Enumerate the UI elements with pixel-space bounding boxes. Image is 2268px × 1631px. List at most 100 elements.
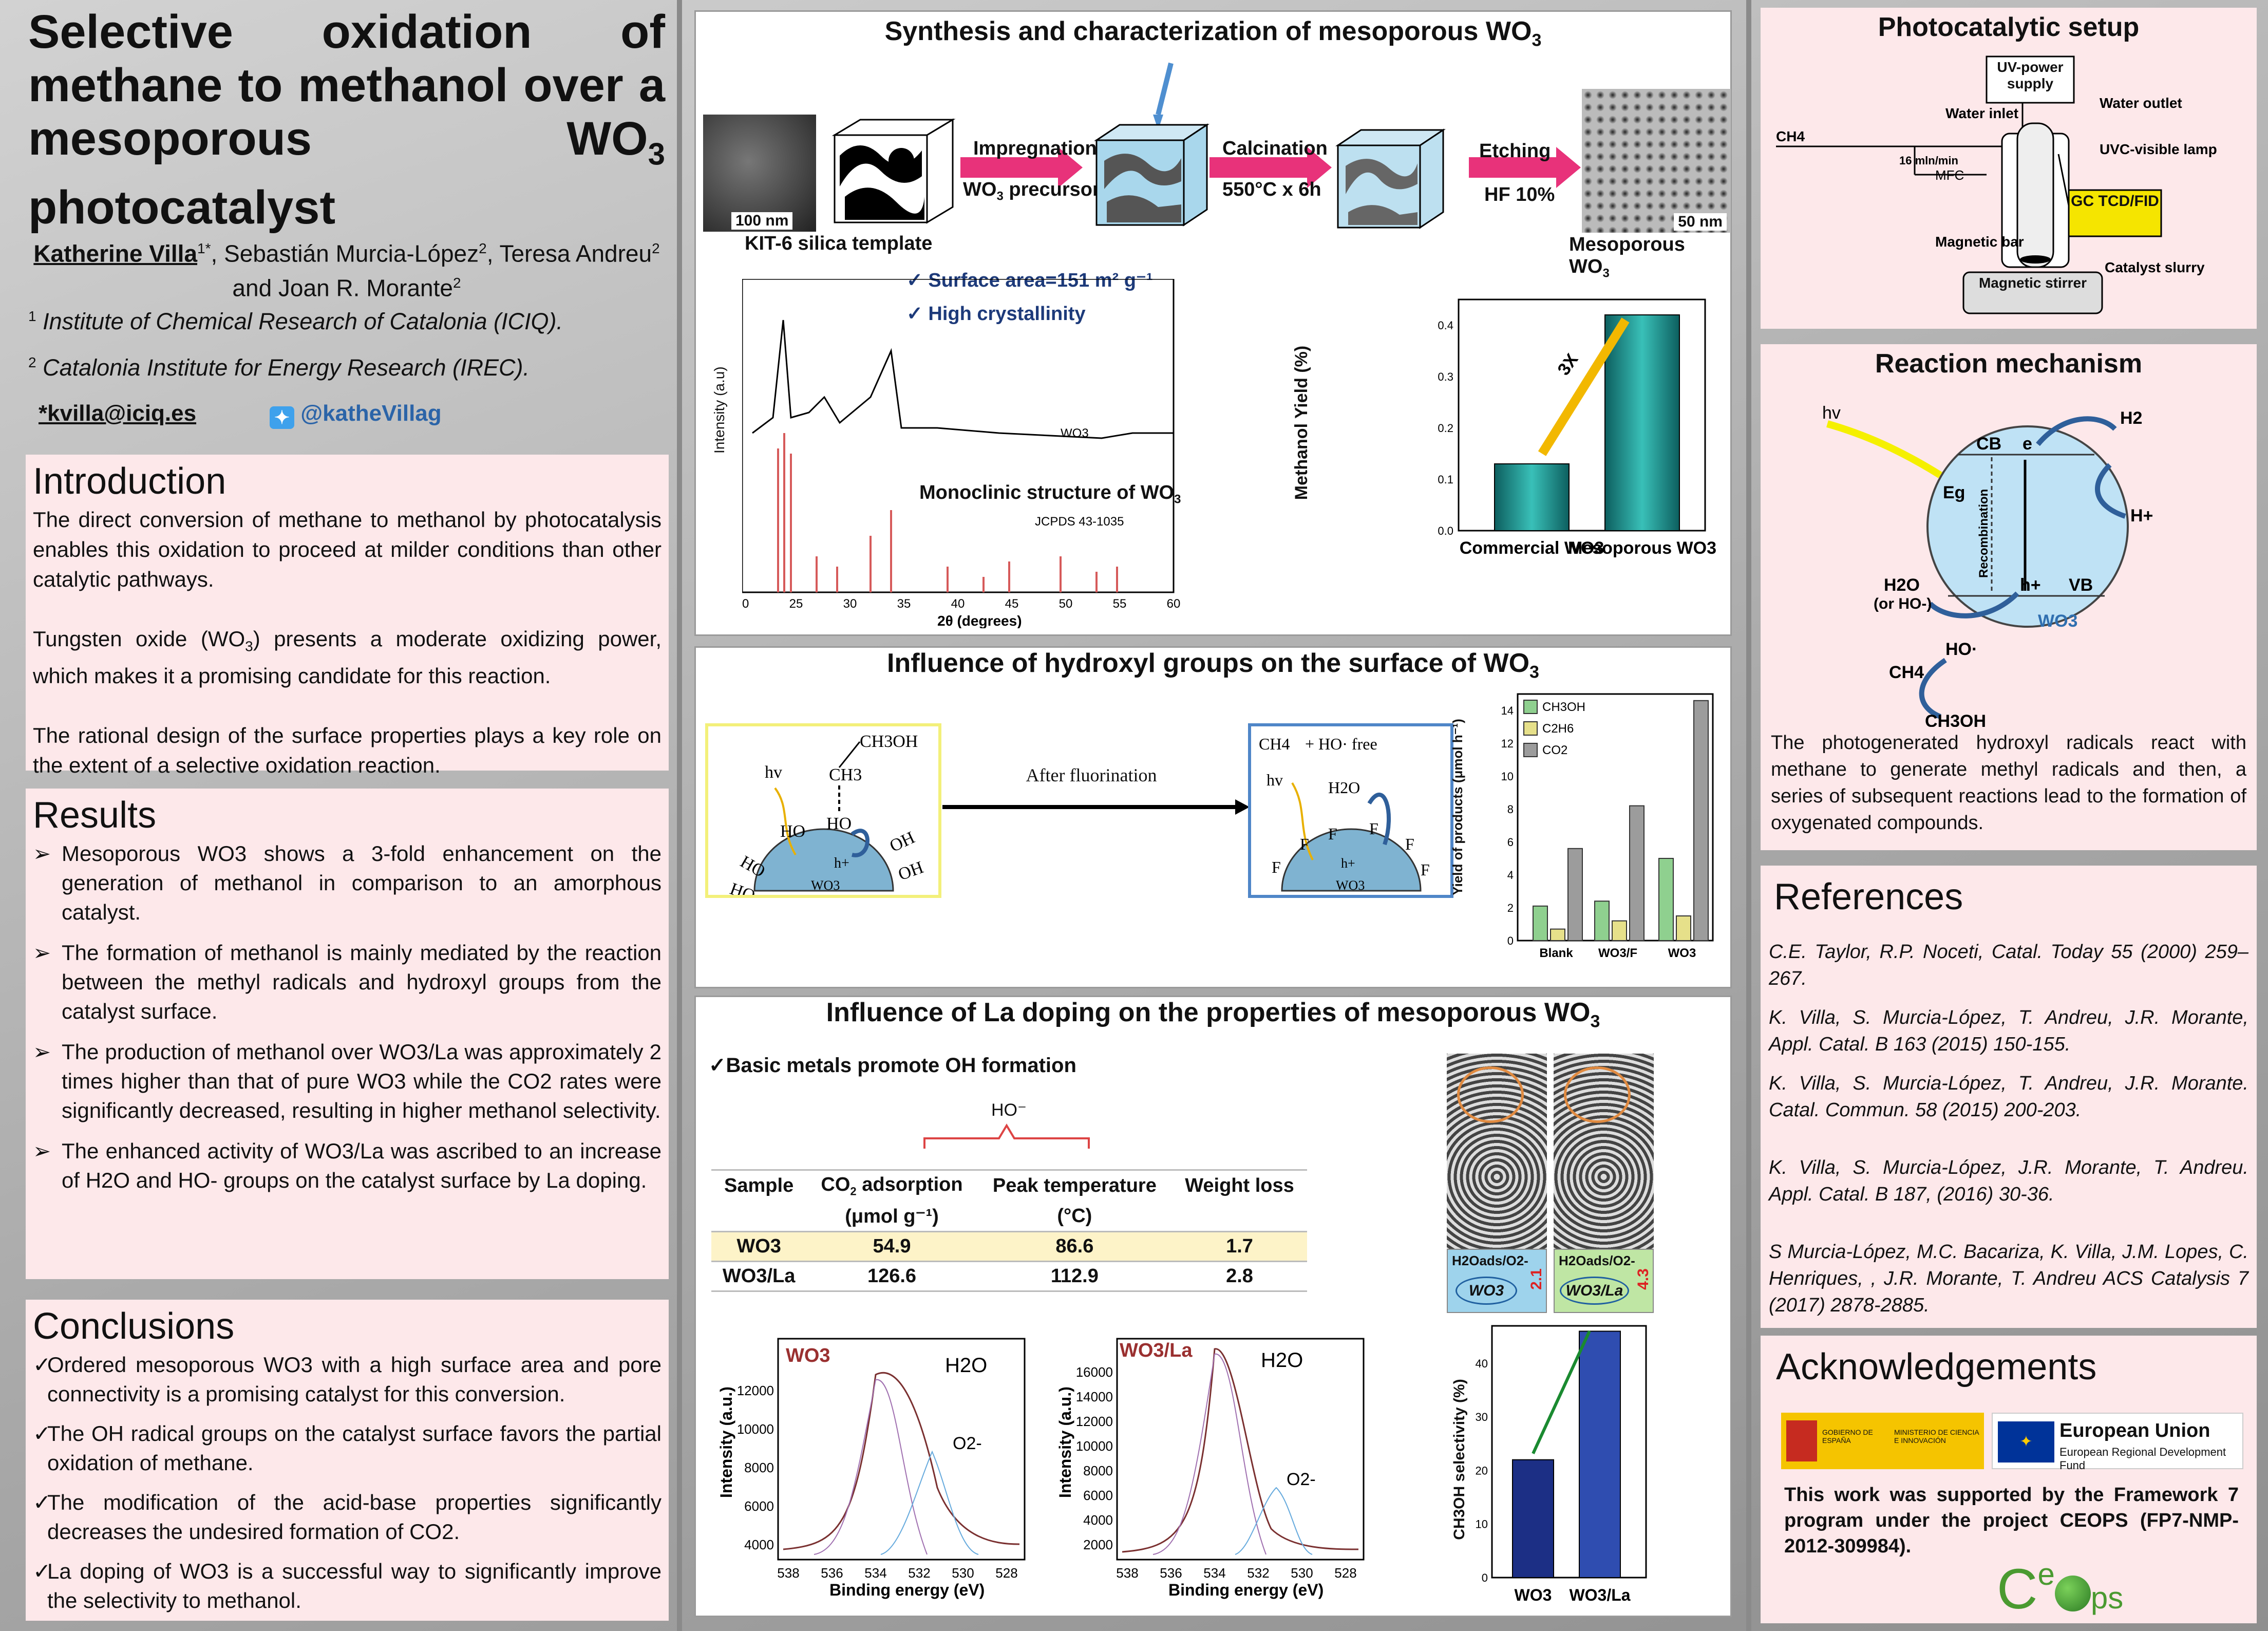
- chart2-bar: [1533, 905, 1548, 941]
- svg-text:WO3: WO3: [811, 878, 840, 893]
- xps-wo3-chart: 4000 6000 8000 10000 12000 538 536 534 5…: [717, 1338, 1026, 1599]
- chart2-bar: [1629, 805, 1645, 941]
- step-etching-hf: HF 10%: [1484, 184, 1555, 205]
- svg-text:OH: OH: [887, 828, 918, 856]
- svg-text:Intensity (a.u.): Intensity (a.u.): [1056, 1386, 1074, 1498]
- chart2-ytick: 0: [1507, 934, 1514, 947]
- chart2-legend-label: CH3OH: [1542, 700, 1585, 714]
- svg-text:H2O: H2O: [1261, 1349, 1303, 1372]
- svg-text:536: 536: [821, 1565, 843, 1581]
- chart1-ytick: 0.1: [1438, 473, 1453, 486]
- svg-text:H2O: H2O: [1328, 778, 1360, 797]
- svg-text:CH4: CH4: [1259, 735, 1290, 753]
- svg-text:534: 534: [1203, 1565, 1225, 1581]
- xrd-series-label: WO3: [1061, 426, 1089, 440]
- result-bullet: ➢ The production of methanol over WO3/La …: [33, 1040, 662, 1122]
- svg-text:HO: HO: [826, 814, 852, 833]
- svg-text:Water inlet: Water inlet: [1945, 105, 2018, 121]
- arrow-impregnation: [960, 147, 1083, 188]
- chart2-ytick: 10: [1501, 770, 1514, 783]
- chart2-ytick: 14: [1501, 704, 1514, 717]
- th-loss: Weight loss: [1185, 1175, 1294, 1197]
- svg-text:H+: H+: [2130, 506, 2153, 526]
- acknowledgements-section: Acknowledgements GOBIERNO DE ESPAÑA MINI…: [1761, 1336, 2257, 1623]
- svg-text:hv: hv: [765, 763, 782, 782]
- step-calcination-temp: 550°C x 6h: [1222, 179, 1321, 200]
- chart1-arrow: [1538, 317, 1630, 456]
- mechanism-heading: Reaction mechanism: [1875, 349, 2143, 379]
- impregnated-cube: [1094, 62, 1209, 227]
- la-doping-panel: Influence of La doping on the properties…: [694, 996, 1732, 1617]
- chart2-bar: [1594, 901, 1610, 942]
- svg-text:O2-: O2-: [953, 1434, 982, 1453]
- svg-text:F: F: [1328, 824, 1337, 843]
- chart3-ytick: 10: [1476, 1518, 1488, 1531]
- chart2-legend-swatch: [1523, 721, 1538, 736]
- fluorinated-surface-scheme: CH4 + HO· free hv H2O F F F F F F h+ WO3: [1248, 723, 1453, 898]
- conclusion-item: ✓ Ordered mesoporous WO3 with a high surf…: [33, 1353, 662, 1406]
- chart1-ytick: 0.2: [1438, 422, 1453, 435]
- methanol-yield-ylabel: Methanol Yield (%): [1292, 345, 1311, 500]
- xrd-ticks: 20 25 30 35 40 45 50 55 60: [742, 597, 1180, 611]
- xrd-xlabel: 2θ (degrees): [937, 613, 1022, 628]
- svg-text:H2: H2: [2120, 408, 2142, 428]
- svg-text:WO3/La: WO3/La: [1120, 1340, 1193, 1361]
- chart2-bar: [1612, 920, 1627, 942]
- svg-text:Binding energy (eV): Binding energy (eV): [1168, 1581, 1324, 1599]
- methanol-yield-chart: 0.0 0.1 0.2 0.3 0.4 Commercial WO3Mesoporous …: [1438, 298, 1716, 558]
- chart2-ytick: 2: [1507, 902, 1514, 914]
- chart2-ytick: 4: [1507, 869, 1514, 882]
- table-row: WO3 54.9 86.6 1.7: [711, 1231, 1307, 1262]
- xps-wo3la-chart: 2000 4000 6000 8000 10000 12000 14000 16…: [1056, 1338, 1365, 1599]
- hydroxyl-panel: Influence of hydroxyl groups on the surf…: [694, 646, 1732, 988]
- introduction-heading: Introduction: [33, 461, 226, 502]
- chart2-category: Blank: [1539, 946, 1573, 960]
- conclusions-heading: Conclusions: [33, 1306, 235, 1347]
- ratio-box-wo3la: H2Oads/O2- WO3/La 4.3: [1554, 1249, 1654, 1313]
- svg-text:14000: 14000: [1076, 1389, 1113, 1404]
- ack-heading: Acknowledgements: [1776, 1346, 2097, 1388]
- chart2-bar: [1567, 848, 1583, 941]
- brace: [923, 1123, 1090, 1149]
- svg-text:Water outlet: Water outlet: [2100, 95, 2182, 111]
- arrow-calcination: [1209, 147, 1332, 188]
- svg-text:h+: h+: [1341, 856, 1355, 871]
- selectivity-ylabel: CH3OH selectivity (%): [1451, 1379, 1468, 1540]
- svg-text:F: F: [1421, 860, 1430, 879]
- synthesis-panel: Synthesis and characterization of mesopo…: [694, 10, 1732, 636]
- svg-text:530: 530: [952, 1565, 974, 1581]
- svg-text:e: e: [2023, 434, 2032, 454]
- mesoporous-tem-image: 50 nm: [1582, 89, 1731, 233]
- references-section: References C.E. Taylor, R.P. Noceti, Cat…: [1761, 866, 2257, 1328]
- hydroxylated-surface-scheme: hv CH3 CH3OH HO HO HO HO OH OH h+ WO3: [705, 723, 941, 906]
- svg-text:VB: VB: [2069, 575, 2093, 595]
- svg-text:8000: 8000: [744, 1460, 774, 1475]
- svg-text:WO3: WO3: [786, 1345, 830, 1366]
- surface-area-note: ✓ Surface area=151 m² g⁻¹: [906, 270, 1153, 291]
- email-link[interactable]: *kvilla@iciq.es: [39, 401, 197, 426]
- svg-text:6000: 6000: [1083, 1488, 1113, 1503]
- svg-text:40: 40: [951, 597, 965, 611]
- xrd-chart: 20 25 30 35 40 45 50 55 60 2θ (degrees) …: [742, 279, 1180, 628]
- chart1-category: Commercial WO3: [1460, 538, 1604, 558]
- chart3-ytick: 20: [1476, 1464, 1488, 1477]
- svg-text:F: F: [1272, 858, 1281, 876]
- twitter-link[interactable]: ✦ @katheVillag: [270, 401, 442, 429]
- chart3-bar: [1512, 1459, 1554, 1579]
- chart2-ytick: 12: [1501, 737, 1514, 750]
- result-bullet: ➢ The formation of methanol is mainly med…: [33, 941, 662, 1023]
- chart1-frame: [1458, 298, 1706, 532]
- introduction-section: Introduction The direct conversion of me…: [26, 455, 669, 777]
- mechanism-diagram: hv CB e H2 H+ Eg VB h+ H2O (or HO-) WO3 …: [1822, 403, 2153, 727]
- svg-text:hv: hv: [1267, 771, 1283, 789]
- svg-text:538: 538: [1116, 1565, 1138, 1581]
- ack-text: This work was supported by the Framework…: [1784, 1484, 2239, 1557]
- svg-text:4000: 4000: [744, 1537, 774, 1552]
- chart2-category: WO3: [1668, 946, 1696, 960]
- svg-text:536: 536: [1160, 1565, 1182, 1581]
- svg-text:45: 45: [1005, 597, 1019, 611]
- chart1-category: Mesoporous WO3: [1568, 538, 1716, 558]
- synthesis-heading: Synthesis and characterization of mesopo…: [884, 16, 1542, 50]
- svg-text:10000: 10000: [737, 1421, 774, 1437]
- mechanism-text: The photogenerated hydroxyl radicals rea…: [1771, 732, 2246, 834]
